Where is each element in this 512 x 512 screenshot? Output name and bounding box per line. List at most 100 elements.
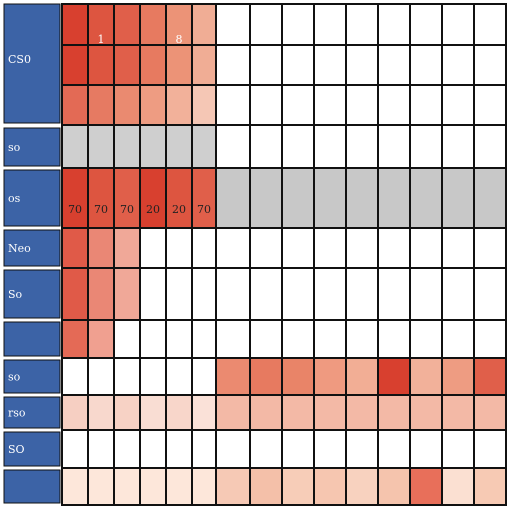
cell [139, 3, 167, 46]
cell [165, 44, 193, 86]
cell [441, 167, 475, 229]
cell [215, 267, 251, 321]
row-header [3, 359, 61, 394]
cell [61, 227, 89, 269]
cell [87, 467, 115, 506]
cell [61, 84, 89, 126]
cell [191, 124, 217, 169]
cell [441, 3, 475, 46]
row-header [3, 431, 61, 467]
cell [249, 467, 283, 506]
cell [441, 394, 475, 431]
cell [441, 44, 475, 86]
cell [313, 124, 347, 169]
cell [313, 84, 347, 126]
cell [377, 167, 411, 229]
cell [409, 319, 443, 359]
cell [409, 429, 443, 469]
cell-value: 20 [172, 203, 186, 216]
cell [139, 44, 167, 86]
cell [281, 319, 315, 359]
cell [441, 357, 475, 396]
cell [139, 227, 167, 269]
cell [139, 267, 167, 321]
cell [215, 357, 251, 396]
cell [113, 227, 141, 269]
cell [215, 227, 251, 269]
cell [441, 124, 475, 169]
cell [313, 44, 347, 86]
row-header [3, 321, 61, 357]
cell [191, 167, 217, 229]
cell [87, 267, 115, 321]
cell [377, 3, 411, 46]
row-label: So [8, 288, 23, 301]
cell [139, 84, 167, 126]
cell [191, 429, 217, 469]
cell [139, 394, 167, 431]
cell [473, 84, 507, 126]
cell [473, 394, 507, 431]
cell [87, 357, 115, 396]
cell [191, 357, 217, 396]
cell [345, 429, 379, 469]
cell [87, 84, 115, 126]
cell [113, 44, 141, 86]
cell [377, 357, 411, 396]
cell [473, 267, 507, 321]
cell [281, 124, 315, 169]
cell [191, 3, 217, 46]
cell [61, 429, 89, 469]
cell [139, 124, 167, 169]
row-label: so [8, 141, 21, 154]
cell [165, 429, 193, 469]
cell [191, 319, 217, 359]
cell [139, 467, 167, 506]
cell [165, 394, 193, 431]
cell [249, 167, 283, 229]
cell [191, 227, 217, 269]
cell [87, 227, 115, 269]
cell [313, 319, 347, 359]
cell-value: 70 [68, 203, 82, 216]
cell [377, 267, 411, 321]
cell [409, 3, 443, 46]
cell [441, 429, 475, 469]
cell [345, 3, 379, 46]
cell [345, 84, 379, 126]
cell [61, 44, 89, 86]
cell [281, 44, 315, 86]
cell [409, 124, 443, 169]
row-header [3, 229, 61, 267]
cell [249, 124, 283, 169]
cell [441, 267, 475, 321]
cell [313, 267, 347, 321]
row-header [3, 469, 61, 504]
cell [165, 357, 193, 396]
cell [281, 167, 315, 229]
cell [113, 394, 141, 431]
cell [165, 319, 193, 359]
cell [165, 227, 193, 269]
cell [215, 319, 251, 359]
cell [139, 167, 167, 229]
cell [473, 319, 507, 359]
cell [281, 267, 315, 321]
cell [409, 467, 443, 506]
cell [61, 167, 89, 229]
cell [139, 357, 167, 396]
cell [113, 3, 141, 46]
cell [113, 319, 141, 359]
cell-value: 70 [120, 203, 134, 216]
cell [215, 124, 251, 169]
cell [345, 267, 379, 321]
cell [165, 84, 193, 126]
cell [377, 44, 411, 86]
cell [345, 167, 379, 229]
cell [377, 84, 411, 126]
cell [191, 467, 217, 506]
cell [377, 124, 411, 169]
cell [377, 429, 411, 469]
cell [87, 319, 115, 359]
cell [249, 319, 283, 359]
